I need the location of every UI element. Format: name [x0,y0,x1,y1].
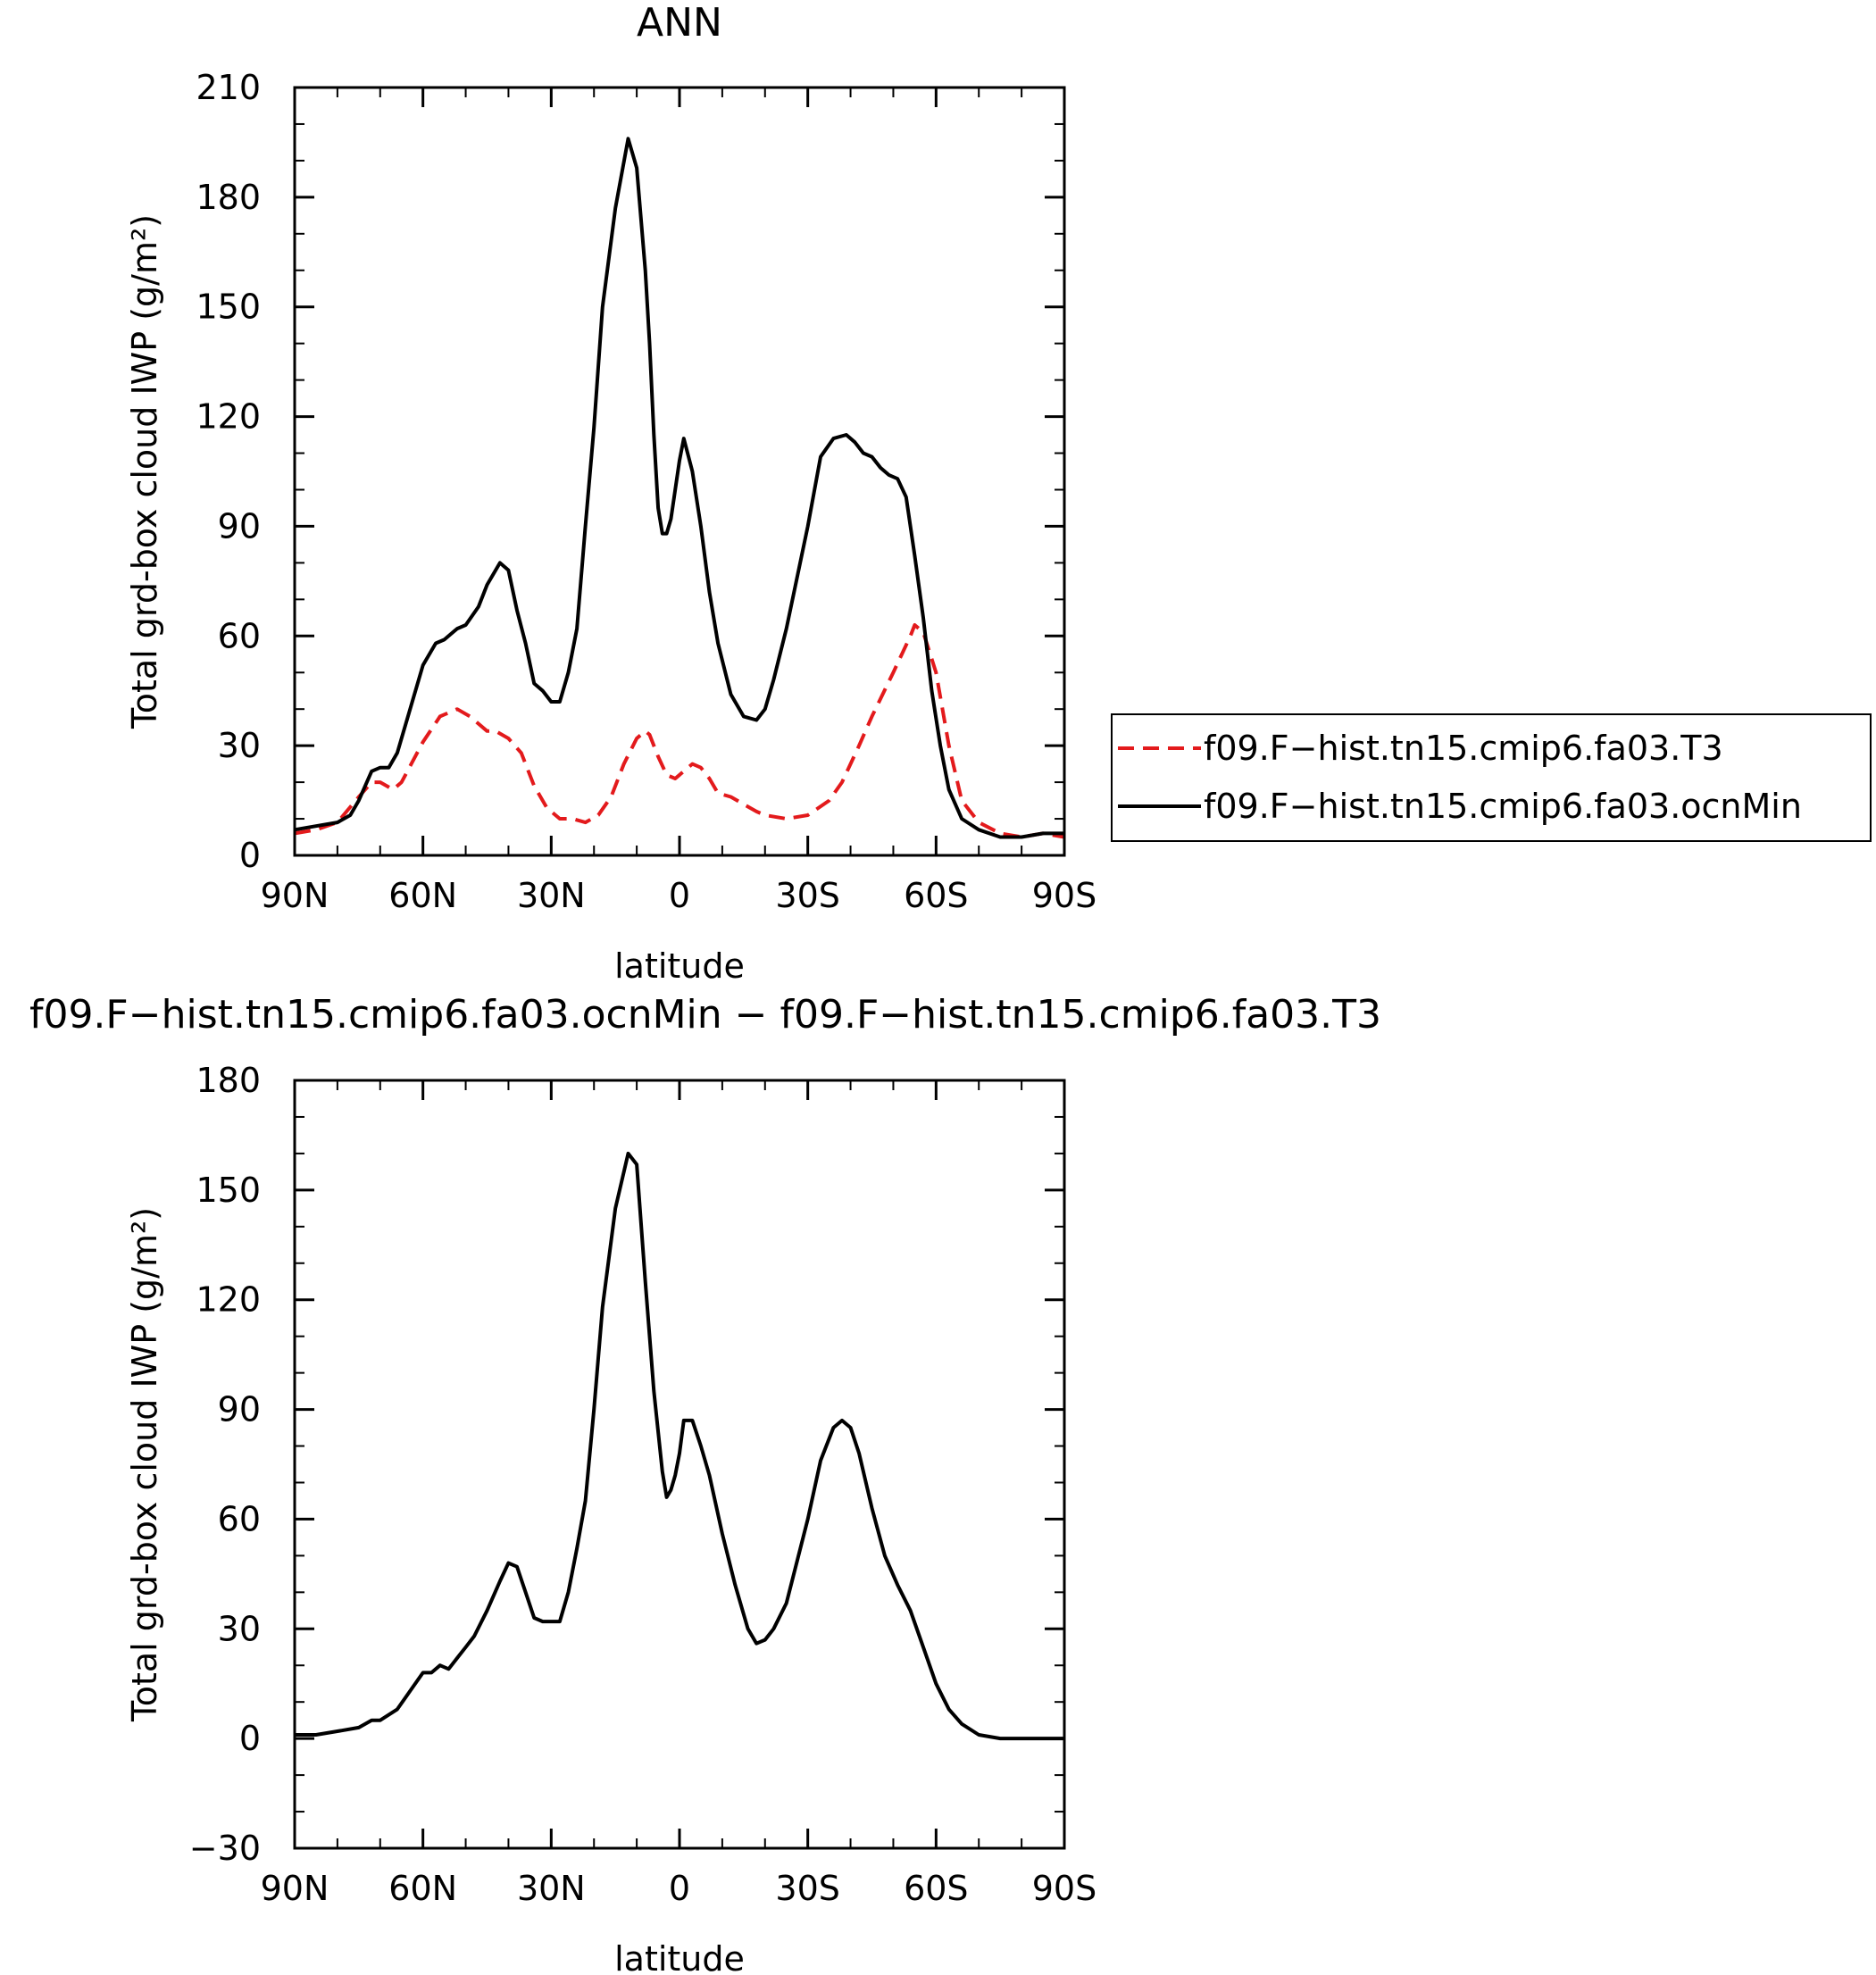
y-tick-label: 30 [218,726,261,765]
y-tick-label: 120 [196,397,261,437]
x-tick-label: 60S [904,1869,968,1908]
x-tick-label: 90S [1032,876,1096,915]
x-tick-label: 90N [261,1869,329,1908]
series-line-t3 [294,623,1065,839]
x-tick-label: 60N [388,1869,457,1908]
legend: f09.F−hist.tn15.cmip6.fa03.T3 f09.F−hist… [1111,713,1872,842]
x-tick-label: 0 [669,1869,690,1908]
panel-top-series [294,137,1065,839]
panel-bottom-title: f09.F−hist.tn15.cmip6.fa03.ocnMin − f09.… [29,992,1381,1038]
x-tick-label: 30N [517,876,586,915]
y-tick-label: 90 [218,1390,261,1429]
y-tick-label: 60 [218,616,261,655]
x-tick-label: 90N [261,876,329,915]
panel-top-x-axis-label: latitude [614,946,745,986]
x-tick-label: 60N [388,876,457,915]
legend-box [1111,713,1872,842]
y-tick-label: 180 [196,178,261,217]
y-tick-label: 90 [218,506,261,546]
panel-top: ANN 90N 60N 30N 0 30S 60S 90S 0 30 60 90 120 150 180… [125,0,1872,986]
series-line-1 [294,137,1064,839]
y-tick-label: 150 [196,1171,261,1210]
y-tick-label: 0 [239,1719,261,1758]
y-tick-label: 180 [196,1061,261,1100]
x-tick-label: 90S [1032,1869,1096,1908]
panel-top-y-axis-label: Total grd-box cloud IWP (g/m²) [125,214,164,729]
y-tick-label: 150 [196,288,261,327]
x-tick-label: 60S [904,876,968,915]
x-tick-label: 30N [517,1869,586,1908]
y-tick-label: 0 [239,836,261,875]
y-tick-label: 60 [218,1499,261,1538]
series-line-0 [295,1151,1064,1741]
y-tick-label: −30 [189,1829,261,1868]
panel-bottom-series [295,1151,1064,1741]
legend-label-t3: f09.F−hist.tn15.cmip6.fa03.T3 [1204,729,1723,768]
x-tick-label: 0 [669,876,690,915]
x-tick-label: 30S [775,876,839,915]
panel-top-y-ticks: 0 30 60 90 120 150 180 210 [196,68,1064,875]
x-tick-label: 30S [775,1869,839,1908]
y-tick-label: 120 [196,1280,261,1320]
panel-bottom-y-axis-label: Total grd-box cloud IWP (g/m²) [125,1207,164,1722]
y-tick-label: 210 [196,68,261,107]
panel-bottom: f09.F−hist.tn15.cmip6.fa03.ocnMin − f09.… [29,992,1381,1975]
panel-bottom-x-axis-label: latitude [614,1939,745,1975]
panel-top-x-ticks: 90N 60N 30N 0 30S 60S 90S [261,88,1096,915]
legend-label-ocnmin: f09.F−hist.tn15.cmip6.fa03.ocnMin [1204,787,1802,826]
panel-bottom-y-ticks: −30 0 30 60 90 120 150 180 [189,1061,1064,1868]
panel-top-frame [293,86,1066,857]
panel-bottom-x-ticks: 90N 60N 30N 0 30S 60S 90S [261,1080,1096,1908]
panel-top-title: ANN [637,0,722,46]
panel-bottom-frame [293,1079,1066,1850]
y-tick-label: 30 [218,1609,261,1648]
